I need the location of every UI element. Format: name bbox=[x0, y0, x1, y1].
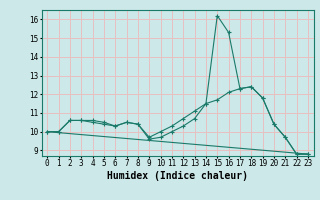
X-axis label: Humidex (Indice chaleur): Humidex (Indice chaleur) bbox=[107, 171, 248, 181]
